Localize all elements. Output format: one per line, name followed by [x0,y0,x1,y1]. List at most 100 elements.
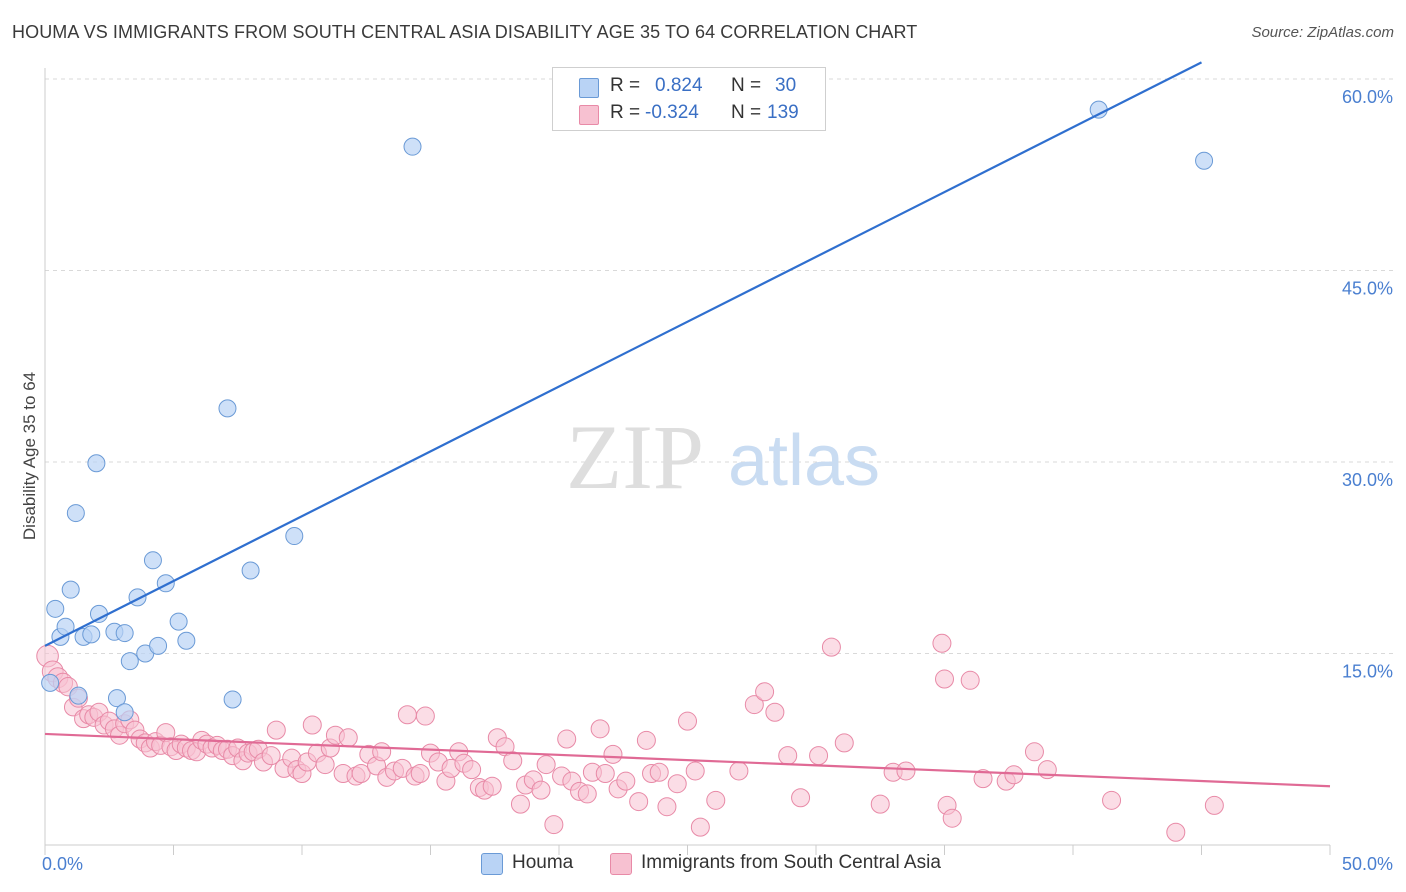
watermark-atlas: atlas [728,421,880,501]
immigrants-point [690,817,710,837]
immigrants-point [629,792,649,812]
immigrants-point [351,764,371,784]
immigrants-point [266,720,286,740]
immigrants-point [302,715,322,735]
immigrants-point [1166,822,1186,842]
houma-point [241,561,260,580]
immigrants-point [397,705,417,725]
houma-point [218,399,237,418]
immigrants-point [595,764,615,784]
immigrants-point [1024,742,1044,762]
houma-point [115,703,134,722]
y-tick-label: 30.0% [1342,470,1393,490]
houma-point [41,673,60,692]
y-tick-label: 45.0% [1342,279,1393,299]
source-label: Source: ZipAtlas.com [1251,24,1394,41]
immigrants-point [729,761,749,781]
immigrants-point [261,746,281,766]
houma-point [285,527,304,546]
immigrants-point [636,730,656,750]
houma-swatch-icon [579,78,599,98]
legend-n-label: N = [731,102,762,123]
immigrants-point [667,774,687,794]
houma-points [41,100,1214,722]
immigrants-point [744,695,764,715]
legend-r-label: R = [610,102,641,123]
immigrants-point [973,769,993,789]
houma-point [66,504,85,523]
immigrants-point [503,751,523,771]
immigrants-point [960,670,980,690]
houma-point [223,690,242,709]
houma-point [156,574,175,593]
immigrants-point [531,780,551,800]
immigrants-point [834,733,854,753]
legend-row-immigrants: R = -0.324 N = 139 [553,102,825,128]
immigrants-point [616,771,636,791]
immigrants-point [649,762,669,782]
immigrants-point [557,729,577,749]
houma-point [143,551,162,570]
houma-point [1195,151,1214,170]
immigrants-point [942,808,962,828]
immigrants-point [410,764,430,784]
immigrants-point [765,702,785,722]
x-tick-labels: 0.0% 50.0% [42,854,1393,874]
houma-point [82,625,101,644]
houma-point [149,636,168,655]
immigrants-point [577,784,597,804]
legend-r-label: R = [610,75,641,96]
immigrants-legend-label: Immigrants from South Central Asia [641,852,941,873]
immigrants-point [896,761,916,781]
trend-lines [44,61,1331,788]
immigrants-point [590,719,610,739]
x-tick-label: 50.0% [1342,854,1393,874]
houma-point [69,686,88,705]
immigrants-r-value: -0.324 [645,102,699,123]
houma-point [120,652,139,671]
y-tick-label: 60.0% [1342,87,1393,107]
watermark-zip: ZIP [566,406,704,508]
immigrants-point [791,788,811,808]
houma-n-value: 30 [775,75,797,96]
immigrants-point [1004,765,1024,785]
houma-point [89,604,108,623]
immigrants-point [338,728,358,748]
immigrants-point [809,746,829,766]
houma-point [177,631,196,650]
axes [44,68,1331,855]
chart-title: HOUMA VS IMMIGRANTS FROM SOUTH CENTRAL A… [12,22,918,42]
immigrants-point [685,761,705,781]
watermark: ZIP atlas [566,406,880,508]
houma-point [169,612,188,631]
immigrants-legend-icon [610,853,632,875]
immigrants-point [706,790,726,810]
y-tick-labels: 15.0% 30.0% 45.0% 60.0% [1342,87,1393,682]
immigrants-point [870,794,890,814]
immigrants-points [36,633,1224,842]
grid-lines [45,78,1393,654]
correlation-legend: R = 0.824 N = 30 R = -0.324 N = 139 [552,67,826,131]
immigrants-point [1204,795,1224,815]
houma-point [61,580,80,599]
houma-point [46,599,65,618]
houma-point [107,689,126,708]
legend-n-label: N = [731,75,762,96]
immigrants-point [778,746,798,766]
immigrants-point [462,760,482,780]
immigrants-point [482,776,502,796]
immigrants-n-value: 139 [767,102,799,123]
immigrants-point [935,669,954,689]
immigrants-point [1102,790,1122,810]
houma-point [115,624,134,643]
immigrants-point [603,744,623,764]
y-axis-label: Disability Age 35 to 64 [20,371,39,541]
houma-point [87,454,106,473]
immigrants-point [932,633,952,653]
immigrants-point [536,755,556,775]
houma-legend-icon [481,853,503,875]
houma-point [1089,100,1108,119]
immigrants-point [657,797,677,817]
immigrants-point [755,682,775,702]
